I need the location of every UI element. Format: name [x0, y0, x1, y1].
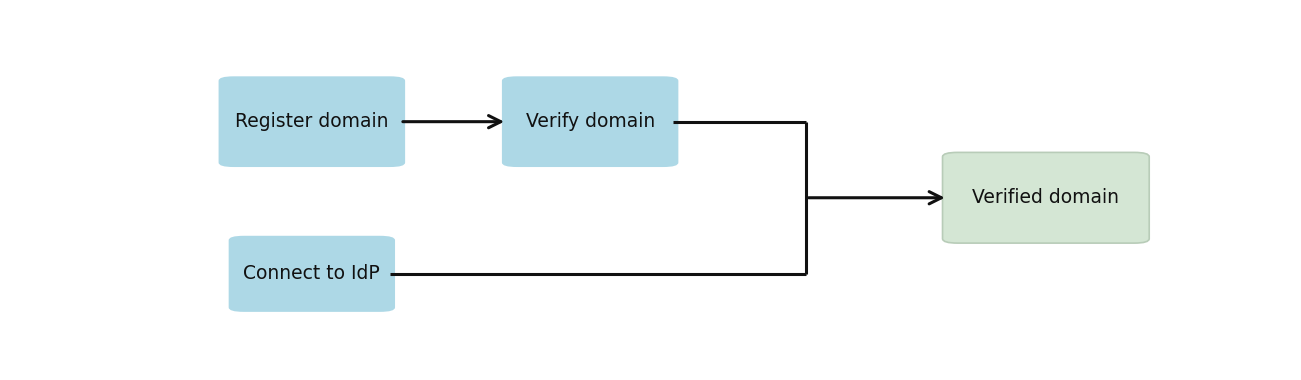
FancyBboxPatch shape — [229, 236, 396, 312]
FancyBboxPatch shape — [219, 76, 405, 167]
FancyBboxPatch shape — [502, 76, 678, 167]
Text: Verified domain: Verified domain — [972, 188, 1119, 207]
Text: Connect to IdP: Connect to IdP — [243, 264, 380, 283]
FancyBboxPatch shape — [942, 152, 1149, 243]
Text: Register domain: Register domain — [235, 112, 389, 131]
Text: Verify domain: Verify domain — [526, 112, 654, 131]
